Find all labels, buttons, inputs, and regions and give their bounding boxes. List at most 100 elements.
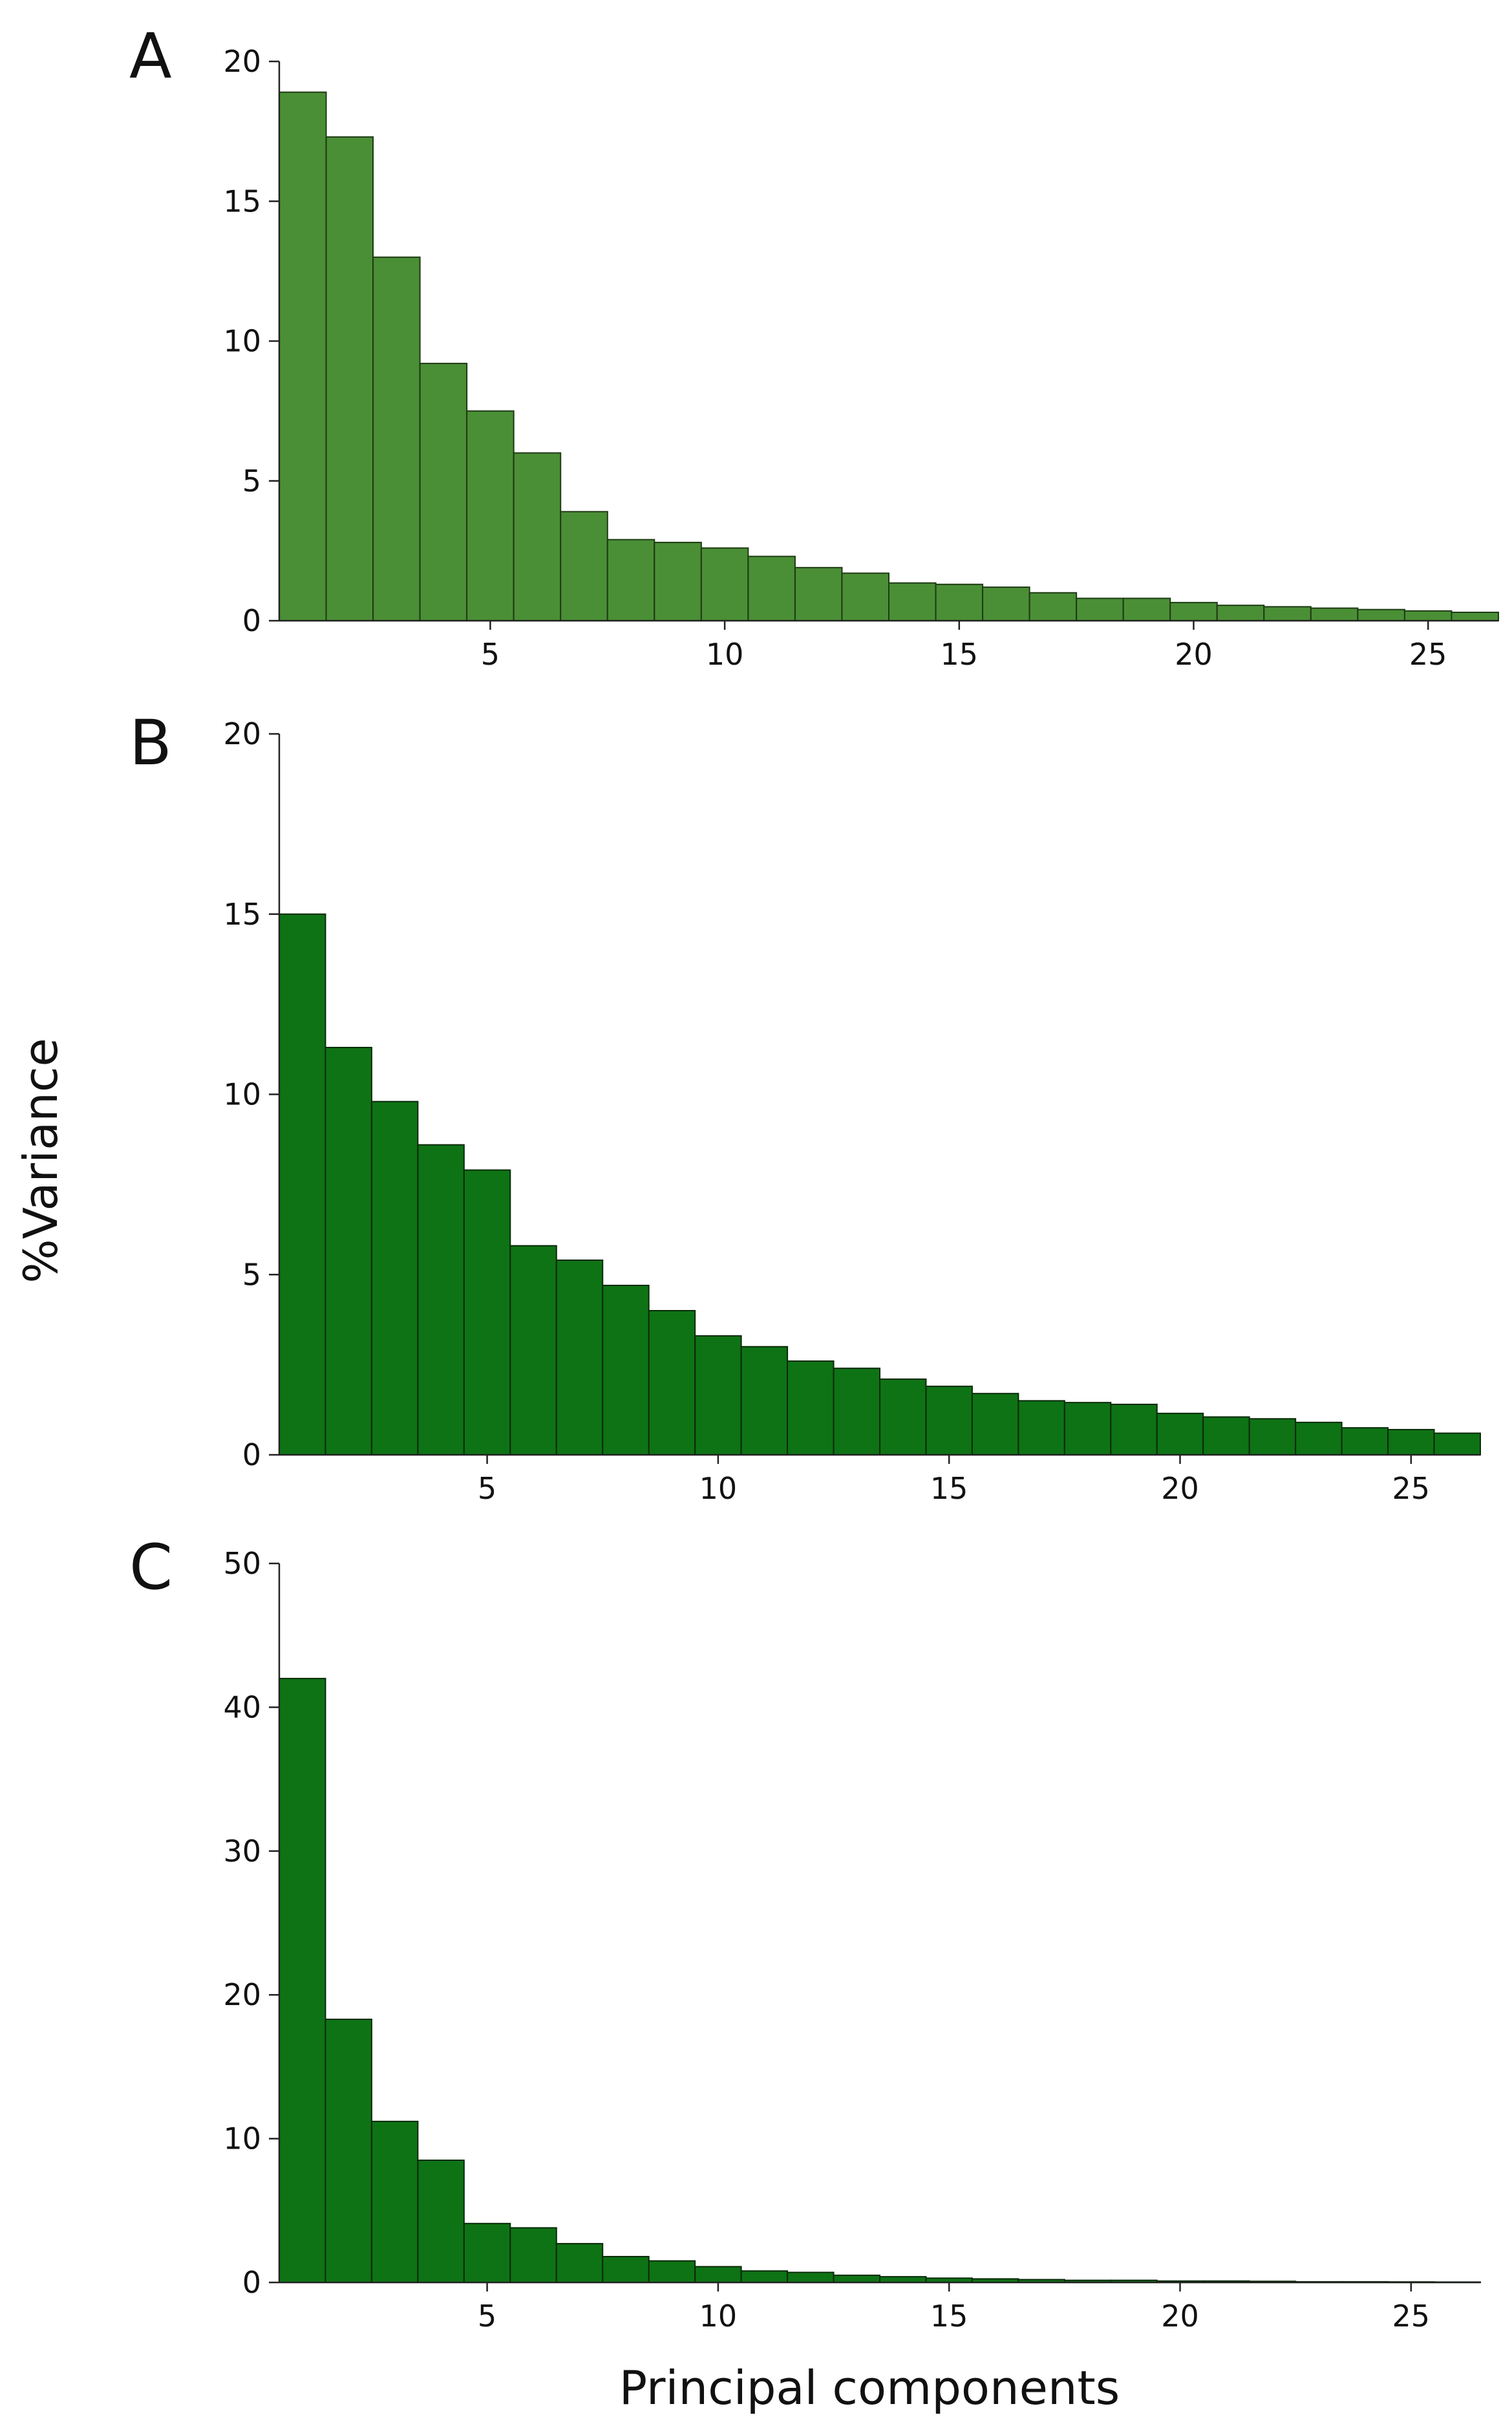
bar: [279, 91, 327, 621]
bar: [700, 547, 749, 621]
bar: [1028, 592, 1078, 621]
bar: [1403, 610, 1453, 621]
bar: [654, 541, 702, 622]
x-tick-label: 25: [1392, 1471, 1431, 1506]
bar: [694, 1335, 742, 1456]
chart-panel-b: B 0 5 10 15 20 5 10 15 20 25: [129, 707, 1482, 1506]
chart-panel-c: C 0 10 20 30 40 50 5 10 15 20 25: [129, 1531, 1482, 2334]
bar: [417, 1144, 465, 1456]
bar: [971, 1393, 1019, 1455]
bar: [1341, 1427, 1389, 1455]
x-tick-label: 5: [478, 2299, 496, 2334]
bar: [419, 363, 468, 621]
x-tick-label: 15: [930, 2299, 968, 2334]
x-tick-label: 20: [1161, 2299, 1199, 2334]
bar: [740, 2270, 789, 2283]
bar: [279, 913, 326, 1455]
x-tick-label: 20: [1161, 1471, 1199, 1506]
bar: [740, 1346, 789, 1455]
bar: [370, 1100, 419, 1455]
bar: [513, 452, 562, 621]
bar: [879, 2276, 927, 2284]
bar: [794, 566, 843, 622]
x-tick-label: 25: [1409, 637, 1447, 672]
bar: [1122, 597, 1171, 622]
bar: [1202, 1416, 1250, 1455]
y-tick-label: 40: [223, 1690, 261, 1724]
bar: [935, 583, 984, 622]
x-tick-label: 5: [478, 1471, 496, 1506]
y-tick-label: 50: [223, 1546, 261, 1581]
bar: [325, 1047, 372, 1455]
bar: [833, 1368, 881, 1455]
bar: [466, 410, 515, 622]
x-tick-label: 15: [930, 1471, 968, 1506]
bar: [325, 2019, 372, 2283]
y-axis-title: %Variance: [14, 1038, 68, 1283]
bar: [602, 1284, 650, 1455]
bar: [747, 555, 796, 622]
x-tick-label: 25: [1392, 2299, 1431, 2334]
y-tick-label: 0: [242, 2265, 261, 2300]
x-axis-title: Principal components: [619, 2361, 1120, 2415]
bar: [1263, 606, 1312, 622]
x-tick-label: 10: [699, 2299, 738, 2334]
bar: [555, 1259, 604, 1455]
panel-letter: B: [129, 707, 172, 779]
y-tick-label: 0: [242, 1437, 261, 1472]
bar: [417, 2159, 465, 2283]
bar: [1216, 605, 1265, 622]
bar: [1110, 1403, 1158, 1455]
bar: [648, 1310, 696, 1455]
x-tick-label: 15: [941, 637, 979, 672]
y-tick-label: 15: [223, 184, 261, 219]
y-tick-label: 0: [242, 603, 261, 638]
bar: [509, 1245, 557, 1456]
bar: [1169, 601, 1218, 622]
bar: [1295, 1421, 1343, 1456]
bar: [1017, 1400, 1065, 1456]
chart-panel-a: A 0 5 10 15 20 5 10 15 20 25: [129, 20, 1499, 672]
bar: [1063, 1402, 1112, 1455]
bar: [560, 511, 608, 622]
bar: [833, 2274, 881, 2283]
bar: [279, 1677, 326, 2283]
y-tick-label: 20: [223, 716, 261, 751]
bar: [787, 1360, 835, 1456]
bar: [787, 2271, 835, 2283]
y-tick-label: 10: [223, 324, 261, 359]
bar: [879, 1378, 927, 1455]
y-tick-label: 15: [223, 897, 261, 932]
bar: [1433, 1432, 1482, 1456]
bar: [1451, 612, 1499, 622]
y-tick-label: 20: [223, 44, 261, 79]
bar: [1076, 597, 1124, 622]
bar: [463, 1169, 511, 1455]
bar: [841, 572, 889, 621]
bar: [1357, 608, 1405, 622]
y-tick-label: 5: [242, 464, 261, 499]
x-tick-label: 5: [481, 637, 500, 672]
x-tick-label: 10: [706, 637, 744, 672]
bar: [555, 2242, 604, 2283]
bar: [1310, 607, 1359, 621]
bar: [648, 2260, 696, 2283]
y-tick-label: 30: [223, 1834, 261, 1869]
bar: [509, 2227, 557, 2283]
bar: [606, 539, 655, 622]
panel-letter: C: [129, 1531, 173, 1604]
bar: [370, 2120, 419, 2283]
bar: [982, 586, 1030, 621]
bar: [463, 2222, 511, 2284]
chart-panels: A 0 5 10 15 20 5 10 15 20 25 B 0 5 10 15 20 5 10 15 20 25 C 0 10…: [129, 20, 1499, 2334]
y-tick-label: 10: [223, 1077, 261, 1112]
x-tick-label: 10: [699, 1471, 738, 1506]
y-tick-label: 10: [223, 2121, 261, 2156]
y-tick-label: 20: [223, 1977, 261, 2012]
bar: [1156, 1412, 1204, 1455]
bar: [602, 2255, 650, 2283]
bar: [1387, 1428, 1435, 1455]
bar: [888, 582, 937, 621]
